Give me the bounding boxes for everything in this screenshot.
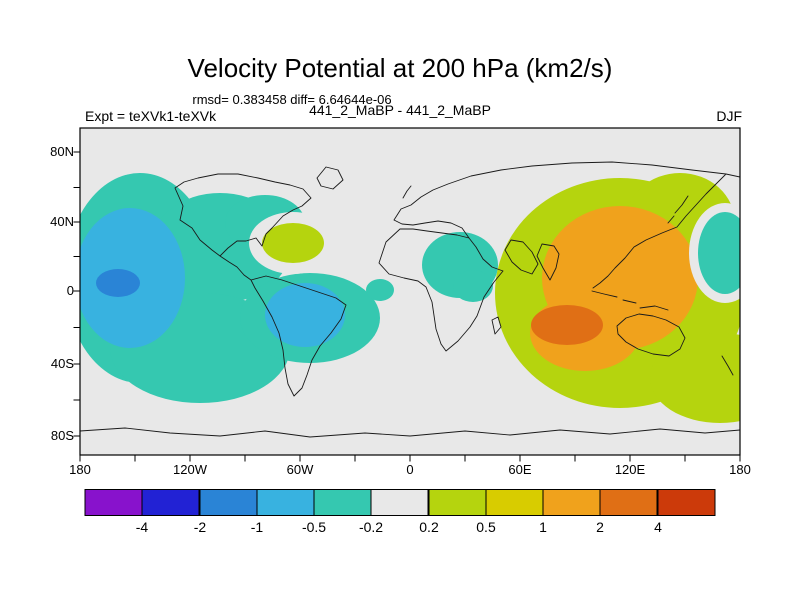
run-comparison-label: 441_2_MaBP - 441_2_MaBP [309, 102, 491, 118]
colorbar-segment [141, 489, 200, 516]
lat-tick-label: 40S [50, 356, 74, 371]
colorbar-segment [313, 489, 372, 516]
colorbar-segment [256, 489, 315, 516]
colorbar-segment [370, 489, 429, 516]
contour-core-dark-orange [531, 305, 603, 345]
atlantic-positive-oval [262, 223, 324, 263]
lon-tick-label: 120E [614, 462, 646, 477]
lon-tick-label: 180 [729, 462, 751, 477]
colorbar-segment [84, 489, 143, 516]
lat-tick-label: 0 [66, 283, 74, 298]
colorbar-level-label: -0.5 [301, 519, 327, 535]
colorbar-level-label: 0.2 [419, 519, 439, 535]
colorbar-level-label: 0.5 [476, 519, 496, 535]
contour-core-deep-blue [96, 269, 140, 297]
colorbar-level-label: -1 [250, 519, 264, 535]
axis-ticks [73, 151, 741, 462]
colorbar-level-label: 4 [654, 519, 662, 535]
colorbar-level-label: -0.2 [358, 519, 384, 535]
colorbar-segment [199, 489, 258, 516]
map-plot [73, 127, 741, 462]
colorbar-level-label: 2 [596, 519, 604, 535]
lat-tick-label: 40N [50, 214, 74, 229]
lon-tick-label: 180 [69, 462, 91, 477]
coastlines [80, 161, 740, 438]
plot-title: Velocity Potential at 200 hPa (km2/s) [187, 53, 613, 83]
colorbar-segment [542, 489, 601, 516]
season-label: DJF [716, 108, 742, 124]
right-edge-negative-blob [698, 212, 740, 294]
lon-tick-label: 60W [286, 462, 314, 477]
colorbar-level-label: -2 [193, 519, 207, 535]
lon-tick-label: 60E [508, 462, 532, 477]
lon-tick-label: 0 [406, 462, 414, 477]
colorbar-level-label: 1 [539, 519, 547, 535]
colorbar-segment [428, 489, 487, 516]
experiment-label: Expt = teXVk1-teXVk [85, 108, 217, 124]
colorbar-segment [485, 489, 544, 516]
lat-tick-label: 80N [50, 144, 74, 159]
colorbar [84, 489, 716, 516]
colorbar-segment [599, 489, 658, 516]
colorbar-segment [657, 489, 716, 516]
stats-line: rmsd= 0.383458 diff= 6.64644e-06 [192, 92, 392, 107]
lon-tick-label: 120W [173, 462, 207, 477]
lat-tick-label: 80S [50, 428, 74, 443]
colorbar-level-label: -4 [135, 519, 149, 535]
